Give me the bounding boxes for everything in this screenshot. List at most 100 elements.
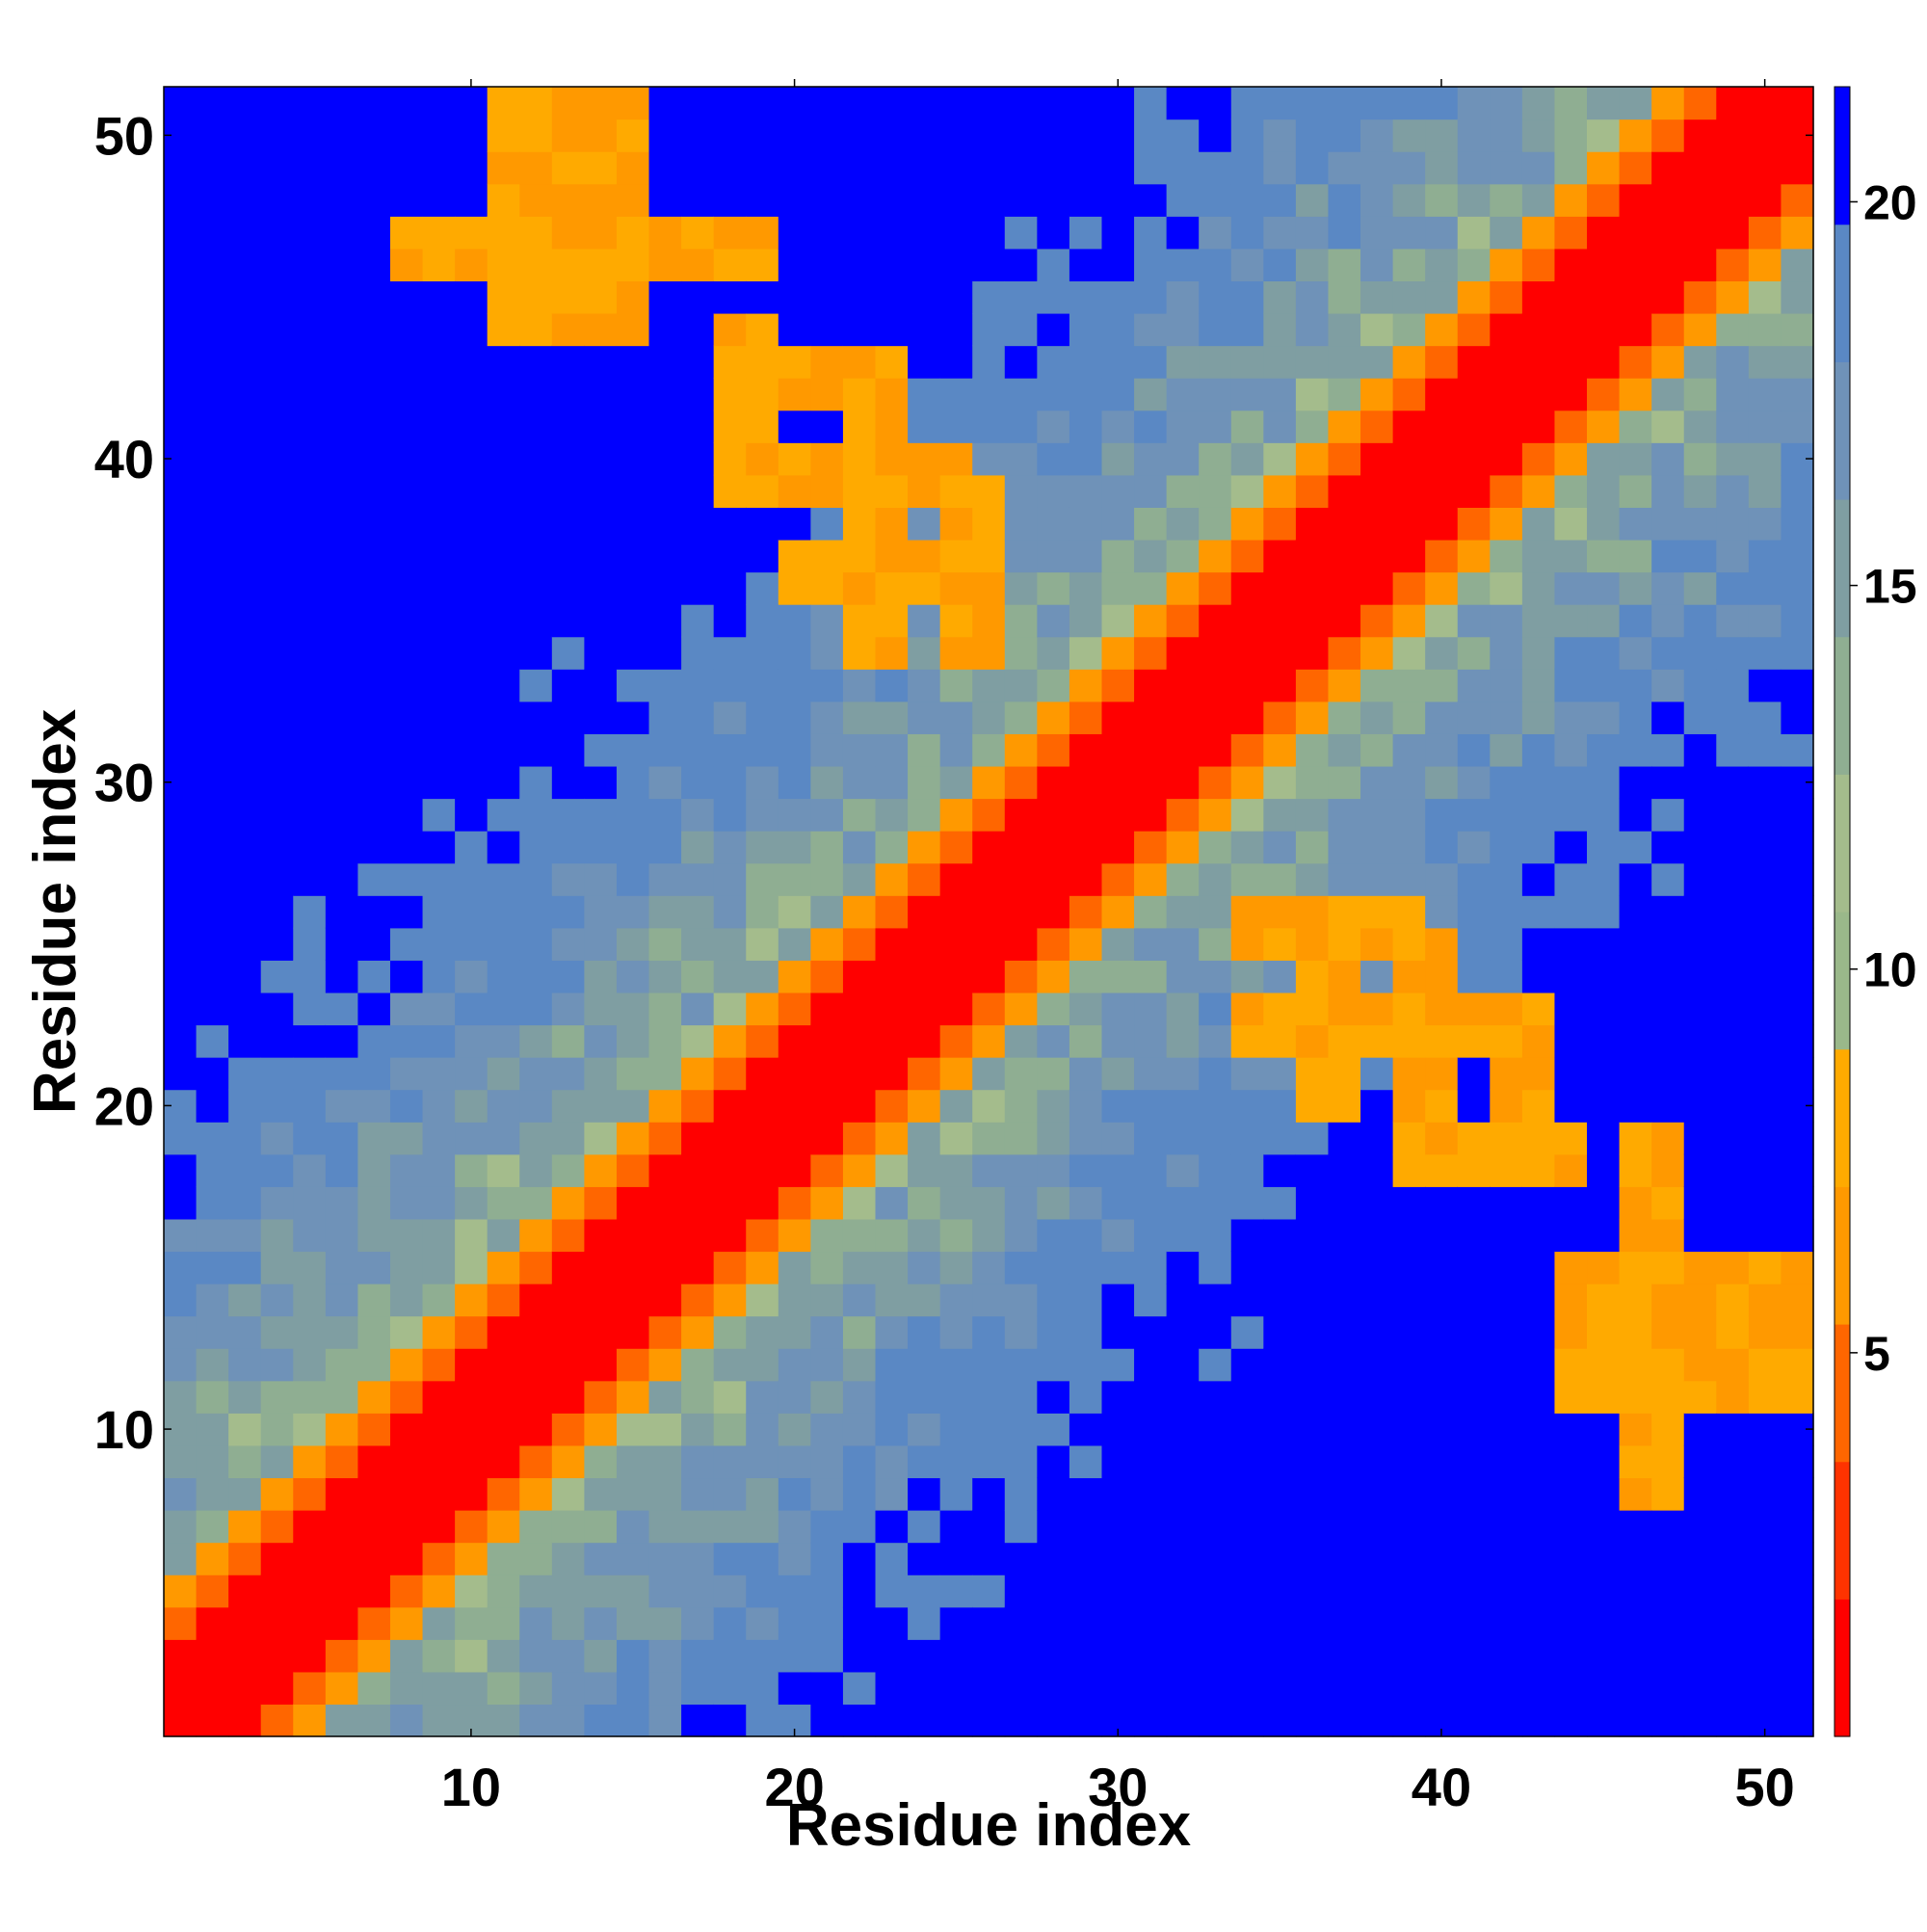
heatmap-cell [1360,831,1394,864]
heatmap-cell [357,1704,391,1737]
heatmap-cell [1457,280,1491,314]
heatmap-cell [519,119,553,152]
heatmap-cell [1328,539,1361,573]
heatmap-cell [778,1575,811,1608]
y-tick-label: 10 [94,1399,154,1460]
heatmap-cell [1069,927,1103,961]
heatmap-cell [1392,1477,1426,1511]
heatmap-cell [422,248,456,282]
heatmap-cell [778,539,811,573]
heatmap-cell [1683,1606,1717,1640]
heatmap-cell [1392,151,1426,185]
heatmap-cell [1295,960,1330,993]
heatmap-cell [681,1251,715,1284]
heatmap-cell [455,216,488,250]
heatmap-cell [875,1606,909,1640]
heatmap-cell [713,119,747,152]
heatmap-cell [1619,1315,1652,1349]
heatmap-cell [875,831,909,864]
heatmap-cell [681,604,715,638]
heatmap-cell [389,248,424,282]
heatmap-cell [648,1315,682,1349]
heatmap-cell [487,119,520,152]
heatmap-cell [1101,507,1135,541]
heatmap-cell [584,151,618,185]
heatmap-cell [164,636,198,670]
heatmap-cell [1069,280,1103,314]
heatmap-cell [422,183,456,217]
heatmap-cell [1230,1510,1264,1544]
heatmap-cell [778,701,811,734]
heatmap-cell [422,1284,456,1317]
heatmap-cell [196,216,229,250]
heatmap-cell [1101,1315,1135,1349]
heatmap-cell [842,1218,877,1253]
heatmap-cell [1651,1218,1685,1253]
heatmap-cell [196,539,229,573]
heatmap-cell [422,1639,456,1673]
heatmap-cell [455,1477,488,1511]
heatmap-cell [519,87,553,120]
heatmap-cell [260,378,294,411]
heatmap-cell [1199,862,1232,896]
heatmap-cell [939,119,973,152]
heatmap-cell [487,733,520,767]
heatmap-cell [455,992,488,1026]
heatmap-cell [1004,1542,1038,1575]
heatmap-cell [1360,410,1394,443]
heatmap-cell [1295,992,1330,1026]
heatmap-cell [908,345,941,379]
heatmap-cell [1425,1510,1459,1544]
heatmap-cell [1490,507,1523,541]
heatmap-cell [325,1542,359,1575]
heatmap-cell [842,1284,877,1317]
heatmap-cell [164,87,198,120]
heatmap-cell [1230,1186,1264,1220]
heatmap-cell [1619,507,1652,541]
heatmap-cell [908,1122,941,1155]
heatmap-cell [972,1251,1006,1284]
heatmap-cell [1619,992,1652,1026]
heatmap-cell [1716,701,1750,734]
heatmap-cell [1748,280,1782,314]
heatmap-cell [551,442,585,476]
heatmap-cell [228,960,262,993]
heatmap-cell [972,1315,1006,1349]
heatmap-cell [1748,312,1782,347]
heatmap-cell [1748,1218,1782,1253]
heatmap-cell [1716,733,1750,767]
heatmap-cell [908,1380,941,1414]
heatmap-cell [1037,927,1070,961]
heatmap-cell [810,151,844,185]
heatmap-cell [293,474,327,508]
heatmap-cell [228,571,262,605]
heatmap-cell [389,960,424,993]
heatmap-cell [1716,992,1750,1026]
heatmap-cell [1587,1639,1621,1673]
heatmap-cell [1392,701,1426,734]
colorbar-segment [1835,361,1850,500]
heatmap-cell [648,1542,682,1575]
heatmap-cell [228,1606,262,1640]
heatmap-cell [1457,442,1491,476]
heatmap-cell [1554,1606,1588,1640]
heatmap-cell [164,798,198,832]
heatmap-cell [196,798,229,832]
heatmap-cell [778,1542,811,1575]
heatmap-cell [1263,1122,1297,1155]
heatmap-cell [1166,1218,1200,1253]
heatmap-cell [648,280,682,314]
heatmap-cell [1490,1671,1523,1706]
heatmap-cell [196,1218,229,1253]
heatmap-cell [1490,1218,1523,1253]
heatmap-cell [810,378,844,411]
heatmap-cell [455,701,488,734]
heatmap-cell [1490,1315,1523,1349]
heatmap-cell [196,410,229,443]
heatmap-cell [1166,604,1200,638]
heatmap-cell [1521,248,1556,282]
heatmap-cell [681,1348,715,1382]
heatmap-cell [455,1348,488,1382]
heatmap-cell [713,312,747,347]
heatmap-cell [389,1284,424,1317]
